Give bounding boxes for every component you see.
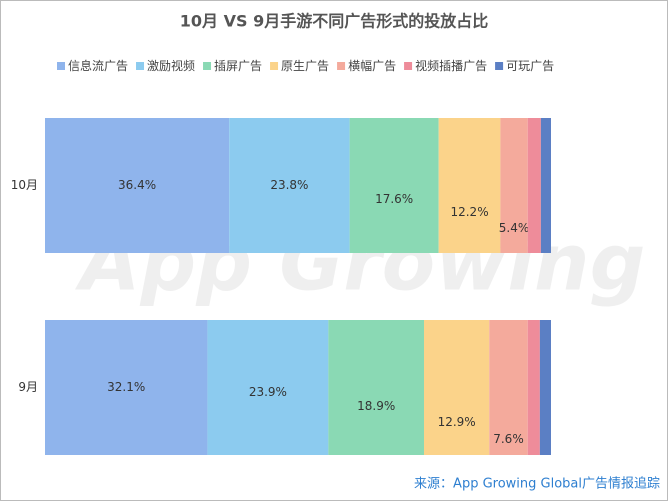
- data-label: 23.8%: [270, 178, 308, 192]
- chart-title: 10月 VS 9月手游不同广告形式的投放占比: [180, 12, 488, 31]
- legend-swatch: [404, 62, 413, 70]
- data-label: 23.9%: [249, 385, 287, 399]
- bar-segment: [207, 320, 329, 455]
- data-label: 12.9%: [438, 415, 476, 429]
- data-label: 5.4%: [499, 221, 530, 235]
- legend-label: 横幅广告: [348, 58, 396, 73]
- legend-swatch: [57, 62, 65, 70]
- legend-swatch: [495, 62, 504, 70]
- bar-segment: [229, 118, 350, 253]
- legend-label: 激励视频: [147, 58, 195, 73]
- bar-segment: [438, 118, 501, 253]
- legend-swatch: [203, 62, 212, 70]
- bar-segment: [539, 320, 551, 455]
- legend-label: 原生广告: [281, 59, 329, 73]
- data-label: 17.6%: [375, 192, 413, 206]
- bar-segment: [45, 320, 208, 455]
- legend-label: 可玩广告: [506, 59, 554, 73]
- y-tick-label: 9月: [18, 380, 38, 394]
- data-label: 32.1%: [107, 380, 145, 394]
- bar-segment: [489, 320, 528, 455]
- legend-label: 信息流广告: [68, 58, 128, 73]
- legend-swatch: [136, 62, 145, 70]
- bar-segment: [45, 118, 230, 253]
- legend-swatch: [337, 62, 346, 70]
- data-label: 18.9%: [357, 399, 395, 413]
- legend-swatch: [270, 62, 279, 70]
- bar-segment: [500, 118, 528, 253]
- bar-segment: [527, 320, 540, 455]
- bar-segment: [423, 320, 490, 455]
- bar-segment: [527, 118, 541, 253]
- bar-segment: [540, 118, 551, 253]
- data-label: 36.4%: [118, 178, 156, 192]
- source: 来源：App Growing Global广告情报追踪: [414, 476, 660, 492]
- bar-segment: [349, 118, 439, 253]
- data-label: 7.6%: [493, 432, 524, 446]
- legend-label: 视频插播广告: [415, 58, 487, 73]
- y-tick-label: 10月: [11, 178, 38, 192]
- bar-segment: [328, 320, 424, 455]
- legend-label: 插屏广告: [214, 59, 262, 73]
- data-label: 12.2%: [450, 205, 488, 219]
